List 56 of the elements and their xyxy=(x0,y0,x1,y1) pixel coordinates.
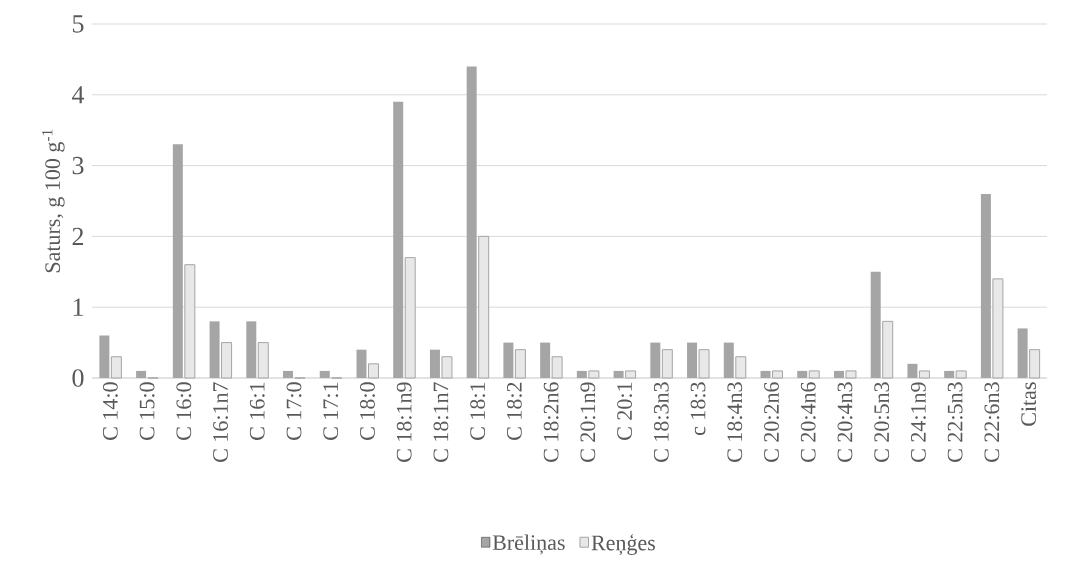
x-tick-label: C 18:1 xyxy=(470,382,486,440)
bar xyxy=(283,370,294,378)
bar xyxy=(246,321,257,378)
x-tick-label: C 20:2n6 xyxy=(764,382,779,462)
bar xyxy=(404,257,416,379)
x-tick-label: C 24:1n9 xyxy=(911,382,926,462)
legend-label: Brēliņas xyxy=(492,534,565,555)
bar xyxy=(808,370,820,379)
x-tick-label: C 20:1n9 xyxy=(580,382,596,462)
bar xyxy=(514,349,526,379)
x-tick-label: C 22:6n3 xyxy=(984,382,1000,462)
bar xyxy=(99,335,110,378)
x-tick-label: Citas xyxy=(1021,382,1037,426)
y-tick-label: 5 xyxy=(72,15,84,33)
y-axis-title: Saturs, g 100 g$^{-1}$ xyxy=(42,129,65,273)
x-tick-label: C 15:0 xyxy=(139,382,155,440)
x-tick-label: c 18:3 xyxy=(690,382,706,436)
bar xyxy=(356,349,367,378)
bar xyxy=(110,356,122,379)
bar xyxy=(661,349,673,379)
x-tick-label: C 17:0 xyxy=(286,382,302,440)
bar xyxy=(918,370,930,379)
bar xyxy=(367,363,379,379)
x-tick-label: C 18:0 xyxy=(360,382,375,440)
x-tick-label: C 20:1 xyxy=(617,382,633,440)
x-tick-label: C 16:1n7 xyxy=(213,382,229,462)
x-tick-label: C 22:5n3 xyxy=(947,382,963,462)
x-tick-label: C 18:3n3 xyxy=(653,382,669,462)
bar xyxy=(393,101,404,378)
x-tick-label: C 18:4n3 xyxy=(727,382,743,462)
bar xyxy=(944,370,955,378)
x-tick-label: C 18:1n7 xyxy=(433,382,449,462)
y-tick-label: 1 xyxy=(73,298,83,316)
x-tick-label: C 20:4n3 xyxy=(837,382,853,462)
y-tick-label: 2 xyxy=(72,227,84,245)
y-tick-label: 4 xyxy=(71,86,85,104)
bar xyxy=(319,370,330,378)
x-tick-label: C 16:0 xyxy=(176,382,192,440)
x-tick-label: C 14:0 xyxy=(102,382,118,440)
x-tick-label: C 17:1 xyxy=(323,382,339,440)
bar xyxy=(503,342,514,378)
x-tick-label: C 20:4n6 xyxy=(800,382,816,462)
y-tick-label: 3 xyxy=(72,156,84,175)
x-tick-label: C 20:5n3 xyxy=(874,382,890,462)
bar xyxy=(136,370,147,378)
bar xyxy=(257,342,269,379)
x-tick-label: C 18:2 xyxy=(506,382,522,440)
y-tick-label: 0 xyxy=(72,369,84,387)
x-tick-label: C 18:1n9 xyxy=(396,382,412,462)
bar xyxy=(797,370,808,378)
bar xyxy=(955,370,967,379)
bar xyxy=(650,342,661,378)
legend-label: Reņģes xyxy=(591,534,655,555)
x-tick-label: C 16:1 xyxy=(249,382,265,440)
bar xyxy=(907,363,918,378)
x-tick-label: C 18:2n6 xyxy=(543,382,559,462)
